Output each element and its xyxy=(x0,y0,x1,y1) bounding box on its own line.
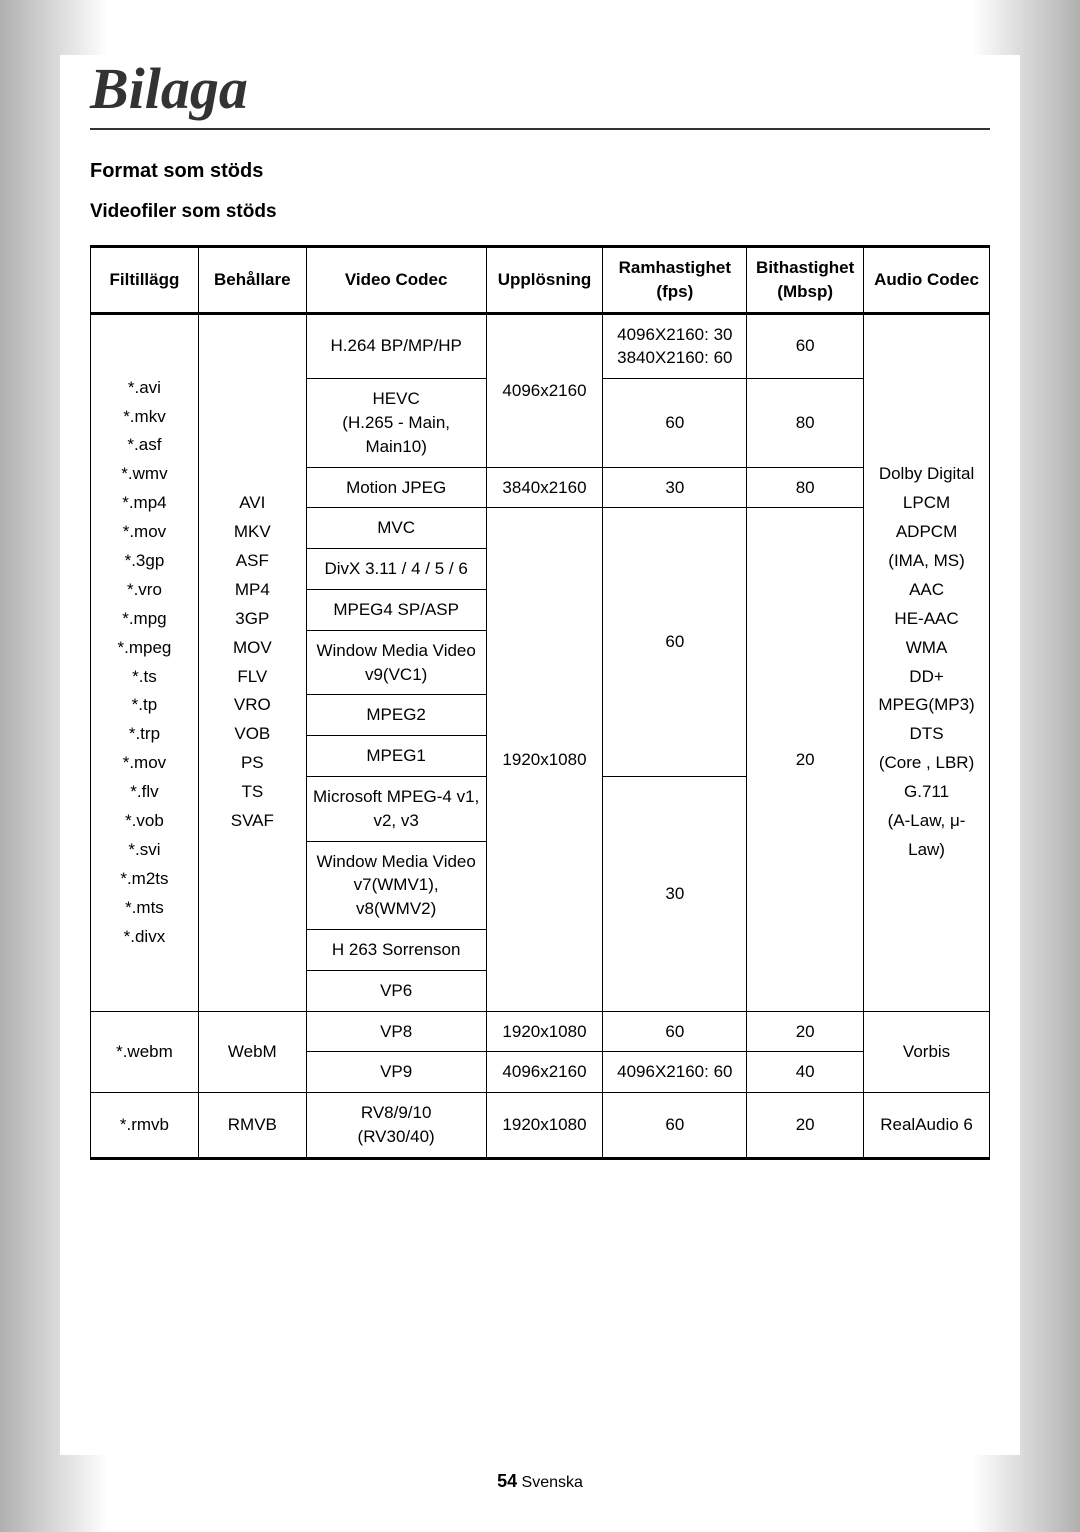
cell-codec: HEVC(H.265 - Main, Main10) xyxy=(306,379,486,467)
cell-bit: 80 xyxy=(747,379,864,467)
cell-bit: 40 xyxy=(747,1052,864,1093)
cell-container: WebM xyxy=(198,1011,306,1093)
cell-codec: MPEG1 xyxy=(306,736,486,777)
cell-res: 1920x1080 xyxy=(486,1011,603,1052)
cell-res: 4096x2160 xyxy=(486,313,603,467)
th-ext: Filtillägg xyxy=(91,247,199,314)
footer-lang: Svenska xyxy=(522,1474,583,1491)
cell-codec: MPEG2 xyxy=(306,695,486,736)
cell-codec: VP8 xyxy=(306,1011,486,1052)
subsection-title: Videofiler som stöds xyxy=(90,201,990,223)
th-codec: Video Codec xyxy=(306,247,486,314)
cell-codec: VP6 xyxy=(306,970,486,1011)
cell-res: 1920x1080 xyxy=(486,508,603,1011)
codec-table: Filtillägg Behållare Video Codec Upplösn… xyxy=(90,245,990,1160)
cell-res: 3840x2160 xyxy=(486,467,603,508)
cell-container: RMVB xyxy=(198,1093,306,1159)
cell-codec: MPEG4 SP/ASP xyxy=(306,589,486,630)
cell-audio: Vorbis xyxy=(864,1011,990,1093)
cell-fps: 4096X2160: 303840X2160: 60 xyxy=(603,313,747,379)
cell-container: AVIMKVASFMP43GPMOVFLVVROVOBPSTSSVAF xyxy=(198,313,306,1011)
th-res: Upplösning xyxy=(486,247,603,314)
cell-fps: 30 xyxy=(603,776,747,1011)
table-row: *.webm WebM VP8 1920x1080 60 20 Vorbis xyxy=(91,1011,990,1052)
table-row: *.avi*.mkv*.asf*.wmv*.mp4*.mov*.3gp*.vro… xyxy=(91,313,990,379)
cell-fps: 60 xyxy=(603,1093,747,1159)
cell-codec: MVC xyxy=(306,508,486,549)
cell-codec: Motion JPEG xyxy=(306,467,486,508)
cell-codec: RV8/9/10(RV30/40) xyxy=(306,1093,486,1159)
th-bit: Bithastighet(Mbsp) xyxy=(747,247,864,314)
cell-fps: 4096X2160: 60 xyxy=(603,1052,747,1093)
cell-bit: 20 xyxy=(747,508,864,1011)
cell-bit: 20 xyxy=(747,1011,864,1052)
cell-fps: 60 xyxy=(603,1011,747,1052)
cell-res: 4096x2160 xyxy=(486,1052,603,1093)
content-area: Bilaga Format som stöds Videofiler som s… xyxy=(60,55,1020,1455)
th-fps: Ramhastighet(fps) xyxy=(603,247,747,314)
cell-ext: *.webm xyxy=(91,1011,199,1093)
cell-bit: 80 xyxy=(747,467,864,508)
cell-res: 1920x1080 xyxy=(486,1093,603,1159)
cell-fps: 60 xyxy=(603,379,747,467)
cell-codec: Window Media Video v7(WMV1), v8(WMV2) xyxy=(306,841,486,929)
cell-codec: VP9 xyxy=(306,1052,486,1093)
chapter-title: Bilaga xyxy=(90,55,990,130)
cell-bit: 20 xyxy=(747,1093,864,1159)
cell-audio: RealAudio 6 xyxy=(864,1093,990,1159)
document-page: Bilaga Format som stöds Videofiler som s… xyxy=(0,0,1080,1532)
table-header-row: Filtillägg Behållare Video Codec Upplösn… xyxy=(91,247,990,314)
cell-fps: 60 xyxy=(603,508,747,777)
cell-codec: Microsoft MPEG-4 v1, v2, v3 xyxy=(306,776,486,841)
section-title: Format som stöds xyxy=(90,160,990,183)
cell-codec: H.264 BP/MP/HP xyxy=(306,313,486,379)
cell-codec: H 263 Sorrenson xyxy=(306,929,486,970)
page-number: 54 xyxy=(497,1471,517,1491)
th-container: Behållare xyxy=(198,247,306,314)
cell-codec: DivX 3.11 / 4 / 5 / 6 xyxy=(306,549,486,590)
cell-audio: Dolby DigitalLPCMADPCM(IMA, MS)AACHE-AAC… xyxy=(864,313,990,1011)
cell-ext: *.rmvb xyxy=(91,1093,199,1159)
cell-bit: 60 xyxy=(747,313,864,379)
cell-codec: Window Media Video v9(VC1) xyxy=(306,630,486,695)
page-footer: 54 Svenska xyxy=(0,1471,1080,1492)
table-row: *.rmvb RMVB RV8/9/10(RV30/40) 1920x1080 … xyxy=(91,1093,990,1159)
cell-ext: *.avi*.mkv*.asf*.wmv*.mp4*.mov*.3gp*.vro… xyxy=(91,313,199,1011)
th-audio: Audio Codec xyxy=(864,247,990,314)
cell-fps: 30 xyxy=(603,467,747,508)
